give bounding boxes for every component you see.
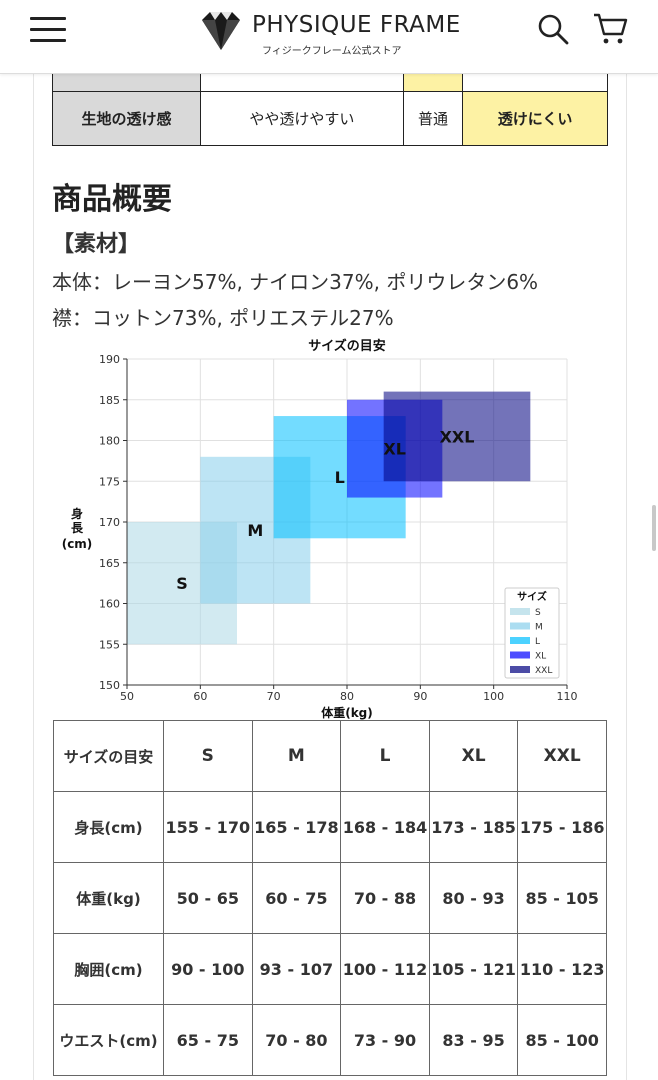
fabric-row-label: 生地の透け感 bbox=[52, 91, 201, 146]
table-cell: 105 - 121 bbox=[428, 933, 519, 1005]
table-cell: 85 - 100 bbox=[517, 1004, 607, 1076]
row-label: ウエスト(cm) bbox=[53, 1004, 164, 1076]
x-tick-label: 110 bbox=[557, 690, 578, 703]
table-cell: 165 - 178 bbox=[251, 791, 342, 863]
chart-title: サイズの目安 bbox=[308, 338, 386, 354]
fabric-option: 普通 bbox=[402, 91, 464, 146]
size-table-corner: サイズの目安 bbox=[53, 720, 164, 792]
size-header-cell: S bbox=[163, 720, 253, 792]
y-tick-label: 170 bbox=[99, 516, 120, 529]
table-cell: 65 - 75 bbox=[163, 1004, 253, 1076]
legend-entry: L bbox=[535, 637, 540, 647]
size-region-label: XXL bbox=[440, 427, 475, 446]
legend-entry: M bbox=[535, 623, 543, 633]
fabric-option: やや透けやすい bbox=[200, 91, 404, 146]
fabric-row-transparency: 生地の透け感 やや透けやすい 普通 透けにくい bbox=[52, 91, 608, 146]
legend-swatch bbox=[510, 666, 530, 673]
x-tick-label: 60 bbox=[193, 690, 207, 703]
table-cell: 85 - 105 bbox=[517, 862, 607, 934]
legend-swatch bbox=[510, 637, 530, 644]
size-header-cell: M bbox=[251, 720, 342, 792]
table-cell: 70 - 88 bbox=[340, 862, 430, 934]
collar-material-text: 襟：コットン73%, ポリエステル27% bbox=[52, 306, 394, 330]
row-label: 胸囲(cm) bbox=[53, 933, 164, 1005]
table-cell: 90 - 100 bbox=[163, 933, 253, 1005]
diamond-logo-icon bbox=[202, 12, 240, 50]
brand-logo[interactable]: PHYSIQUE FRAME フィジークフレーム公式ストア bbox=[198, 8, 468, 58]
y-tick-label: 165 bbox=[99, 557, 120, 570]
table-cell: 155 - 170 bbox=[163, 791, 253, 863]
table-cell: 175 - 186 bbox=[517, 791, 607, 863]
table-cell: 70 - 80 bbox=[251, 1004, 342, 1076]
scrollbar[interactable] bbox=[652, 505, 656, 551]
brand-name: PHYSIQUE FRAME bbox=[252, 12, 461, 38]
hamburger-icon[interactable] bbox=[30, 15, 68, 43]
size-table-header: サイズの目安 S M L XL XXL bbox=[53, 720, 607, 792]
y-tick-label: 160 bbox=[99, 598, 120, 611]
table-cell: 110 - 123 bbox=[517, 933, 607, 1005]
x-tick-label: 50 bbox=[120, 690, 134, 703]
table-cell: 93 - 107 bbox=[251, 933, 342, 1005]
search-icon[interactable] bbox=[536, 12, 570, 46]
x-tick-label: 100 bbox=[483, 690, 504, 703]
cart-icon[interactable] bbox=[592, 12, 628, 46]
y-tick-label: 190 bbox=[99, 353, 120, 366]
x-axis-label: 体重(kg) bbox=[321, 705, 373, 720]
legend-entry: XL bbox=[535, 652, 546, 662]
table-cell: 168 - 184 bbox=[340, 791, 430, 863]
y-tick-label: 150 bbox=[99, 679, 120, 692]
y-tick-label: 180 bbox=[99, 435, 120, 448]
table-cell: 60 - 75 bbox=[251, 862, 342, 934]
size-header-cell: XL bbox=[428, 720, 519, 792]
x-tick-label: 80 bbox=[340, 690, 354, 703]
content-frame bbox=[33, 74, 627, 1080]
material-heading: 【素材】 bbox=[52, 232, 141, 257]
table-row: 身長(cm) 155 - 170 165 - 178 168 - 184 173… bbox=[53, 791, 607, 863]
body-material-text: 本体：レーヨン57%, ナイロン37%, ポリウレタン6% bbox=[52, 270, 539, 294]
table-row: ウエスト(cm) 65 - 75 70 - 80 73 - 90 83 - 95… bbox=[53, 1004, 607, 1076]
size-chart-table: サイズの目安 S M L XL XXL 身長(cm) 155 - 170 165… bbox=[53, 720, 607, 1076]
table-cell: 50 - 65 bbox=[163, 862, 253, 934]
section-title: 商品概要 bbox=[52, 182, 172, 217]
table-cell: 80 - 93 bbox=[428, 862, 519, 934]
legend-entry: XXL bbox=[535, 666, 552, 676]
table-cell: 83 - 95 bbox=[428, 1004, 519, 1076]
y-tick-label: 185 bbox=[99, 394, 120, 407]
x-tick-label: 70 bbox=[267, 690, 281, 703]
size-region-label: XL bbox=[383, 440, 406, 459]
table-row: 体重(kg) 50 - 65 60 - 75 70 - 88 80 - 93 8… bbox=[53, 862, 607, 934]
table-row: 胸囲(cm) 90 - 100 93 - 107 100 - 112 105 -… bbox=[53, 933, 607, 1005]
y-tick-label: 175 bbox=[99, 475, 120, 488]
size-header-cell: XXL bbox=[517, 720, 607, 792]
x-tick-label: 90 bbox=[413, 690, 427, 703]
row-label: 身長(cm) bbox=[53, 791, 164, 863]
site-header: PHYSIQUE FRAME フィジークフレーム公式ストア bbox=[0, 0, 658, 74]
legend-swatch bbox=[510, 608, 530, 615]
legend-entry: S bbox=[535, 608, 541, 618]
y-tick-label: 155 bbox=[99, 638, 120, 651]
y-axis-label: 身長(cm) bbox=[62, 506, 93, 551]
size-region-label: M bbox=[247, 521, 263, 540]
size-guide-chart: サイズの目安SMLXLXXL15015516016517017518018519… bbox=[62, 338, 578, 720]
size-region-label: S bbox=[176, 574, 188, 593]
fabric-option-selected: 透けにくい bbox=[462, 91, 608, 146]
legend-swatch bbox=[510, 651, 530, 659]
legend-title: サイズ bbox=[517, 590, 547, 603]
brand-subtitle: フィジークフレーム公式ストア bbox=[262, 46, 402, 57]
row-label: 体重(kg) bbox=[53, 862, 164, 934]
size-region-xxl bbox=[383, 391, 531, 482]
size-header-cell: L bbox=[340, 720, 430, 792]
size-region-label: L bbox=[335, 468, 345, 487]
legend-swatch bbox=[510, 622, 530, 630]
table-cell: 73 - 90 bbox=[340, 1004, 430, 1076]
table-cell: 100 - 112 bbox=[340, 933, 430, 1005]
table-cell: 173 - 185 bbox=[428, 791, 519, 863]
